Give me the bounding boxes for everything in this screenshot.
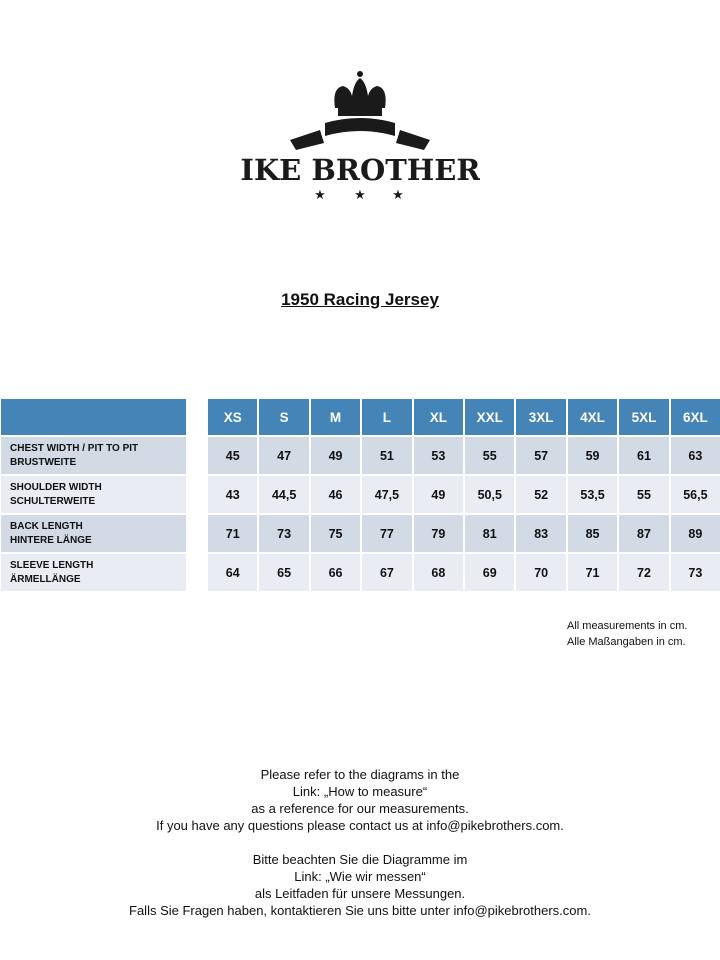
table-cell: 79 [413, 515, 464, 552]
size-header: L [362, 399, 412, 435]
table-cell: 73 [259, 515, 309, 552]
table-cell: 72 [619, 554, 669, 591]
table-cell: 47 [259, 437, 309, 474]
table-cell: 49 [413, 476, 464, 513]
size-header: M [310, 399, 361, 435]
table-cell: 71 [208, 515, 258, 552]
table-row: 64 65 66 67 68 69 70 71 72 73 [208, 554, 720, 591]
contact-line: Falls Sie Fragen haben, kontaktieren Sie… [129, 903, 591, 918]
svg-text:★: ★ [314, 188, 326, 203]
footer-line: Please refer to the diagrams in the [260, 767, 460, 782]
table-cell: 66 [310, 554, 361, 591]
logo-text: PIKE BROTHERS [240, 153, 480, 187]
footer-line: als Leitfaden für unsere Messungen. [254, 886, 466, 901]
size-header: XS [208, 399, 258, 435]
table-cell: 68 [413, 554, 464, 591]
size-header: 5XL [619, 399, 669, 435]
wie-wir-messen-link[interactable]: Link: „Wie wir messen“ [294, 869, 426, 884]
table-cell: 67 [362, 554, 412, 591]
table-row: 45 47 49 51 53 55 57 59 61 63 [208, 437, 720, 474]
label-en: SLEEVE LENGTH [10, 559, 94, 571]
footer-line: as a reference for our measurements. [251, 801, 469, 816]
row-label: SLEEVE LENGTH ÄRMELLÄNGE [1, 554, 186, 591]
contact-line: If you have any questions please contact… [156, 818, 564, 833]
table-cell: 87 [619, 515, 669, 552]
header-row: XS S M L XL XXL 3XL 4XL 5XL 6XL [208, 399, 720, 435]
table-cell: 53,5 [567, 476, 618, 513]
label-de: BRUSTWEITE [10, 456, 77, 468]
label-en: BACK LENGTH [10, 520, 83, 532]
svg-text:★: ★ [354, 188, 366, 203]
table-cell: 55 [619, 476, 669, 513]
table-cell: 49 [310, 437, 361, 474]
table-cell: 56,5 [670, 476, 720, 513]
table-cell: 46 [310, 476, 361, 513]
table-cell: 59 [567, 437, 618, 474]
table-cell: 83 [516, 515, 566, 552]
size-header: S [259, 399, 309, 435]
row-labels: CHEST WIDTH / PIT TO PIT BRUSTWEITE SHOUL… [1, 399, 186, 593]
note-en: All measurements in cm. [567, 620, 688, 632]
label-de: ÄRMELLÄNGE [10, 573, 81, 585]
table-cell: 45 [208, 437, 258, 474]
table-cell: 55 [465, 437, 515, 474]
size-header: 6XL [670, 399, 720, 435]
table-cell: 47,5 [362, 476, 412, 513]
table-cell: 65 [259, 554, 309, 591]
how-to-measure-link[interactable]: Link: „How to measure“ [292, 784, 428, 799]
footer-text: Please refer to the diagrams in the Link… [0, 766, 720, 919]
pike-brothers-logo: PIKE BROTHERS ★ ★ ★ [219, 68, 501, 203]
footer-line: Bitte beachten Sie die Diagramme im [252, 852, 468, 867]
table-cell: 69 [465, 554, 515, 591]
size-header: 3XL [516, 399, 566, 435]
size-header: XL [413, 399, 464, 435]
label-en: SHOULDER WIDTH [10, 481, 102, 493]
size-table: XS S M L XL XXL 3XL 4XL 5XL 6XL 45 47 49 51 53 55 57 59 61… [208, 399, 720, 593]
table-cell: 75 [310, 515, 361, 552]
table-cell: 71 [567, 554, 618, 591]
label-de: SCHULTERWEITE [10, 495, 96, 507]
table-cell: 64 [208, 554, 258, 591]
table-row: 71 73 75 77 79 81 83 85 87 89 [208, 515, 720, 552]
table-cell: 73 [670, 554, 720, 591]
table-cell: 61 [619, 437, 669, 474]
label-en: CHEST WIDTH / PIT TO PIT [10, 442, 139, 454]
row-label: CHEST WIDTH / PIT TO PIT BRUSTWEITE [1, 437, 186, 474]
size-header: XXL [465, 399, 515, 435]
page-title: 1950 Racing Jersey [281, 290, 439, 309]
table-cell: 63 [670, 437, 720, 474]
measurement-note: All measurements in cm. Alle Maßangaben … [567, 618, 687, 650]
table-cell: 53 [413, 437, 464, 474]
svg-text:★: ★ [392, 188, 404, 203]
table-cell: 52 [516, 476, 566, 513]
table-cell: 51 [362, 437, 412, 474]
note-de: Alle Maßangaben in cm. [567, 636, 686, 648]
table-cell: 70 [516, 554, 566, 591]
label-header [1, 399, 186, 435]
table-cell: 44,5 [259, 476, 309, 513]
row-label: SHOULDER WIDTH SCHULTERWEITE [1, 476, 186, 513]
table-cell: 85 [567, 515, 618, 552]
row-label: BACK LENGTH HINTERE LÄNGE [1, 515, 186, 552]
label-de: HINTERE LÄNGE [10, 534, 92, 546]
size-header: 4XL [567, 399, 618, 435]
table-cell: 57 [516, 437, 566, 474]
table-row: 43 44,5 46 47,5 49 50,5 52 53,5 55 56,5 [208, 476, 720, 513]
table-cell: 81 [465, 515, 515, 552]
table-cell: 50,5 [465, 476, 515, 513]
table-cell: 43 [208, 476, 258, 513]
table-cell: 89 [670, 515, 720, 552]
table-cell: 77 [362, 515, 412, 552]
